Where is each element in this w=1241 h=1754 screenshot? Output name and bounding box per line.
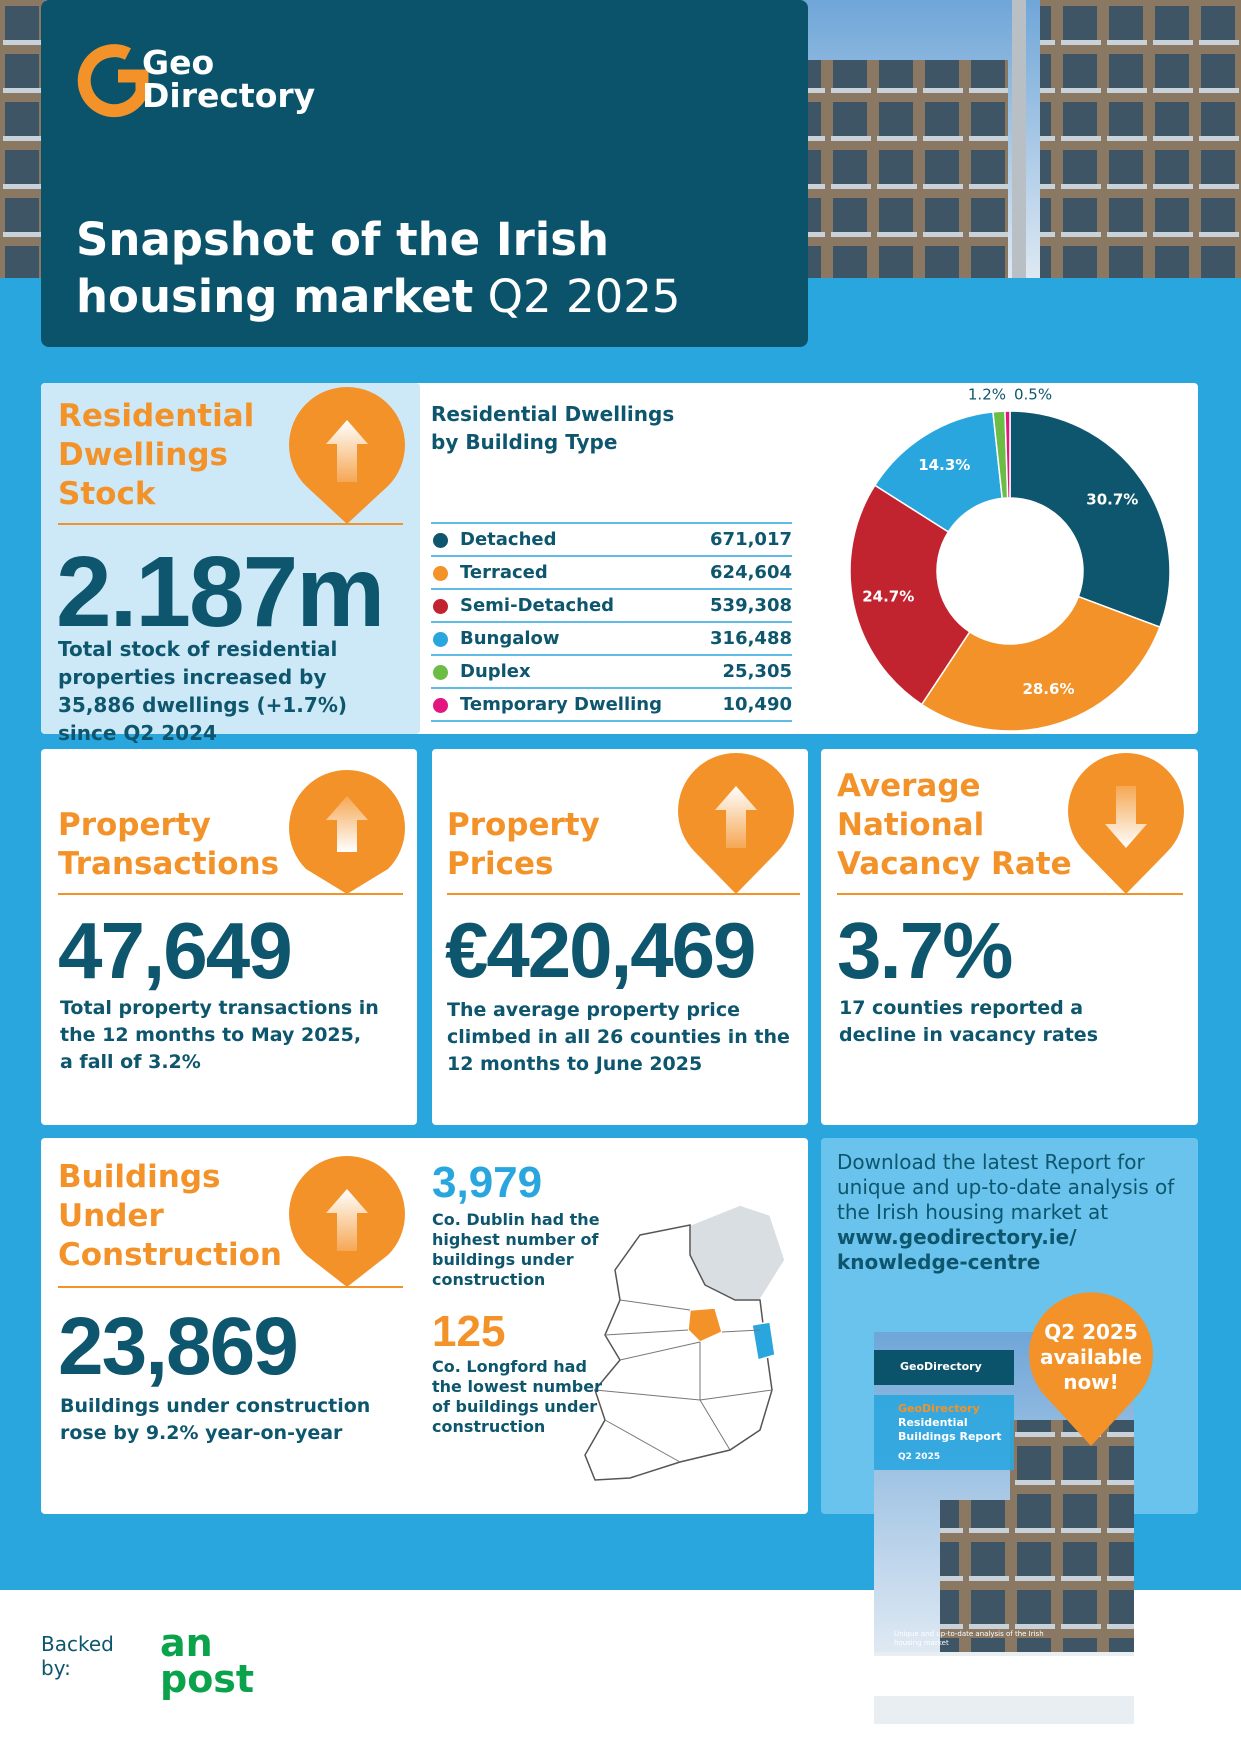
description: 17 counties reported a decline in vacanc… — [839, 997, 1099, 1046]
heading: Average National Vacancy Rate — [837, 767, 1072, 884]
stat-value: 23,869 — [58, 1301, 299, 1392]
logo-text: Geo — [142, 43, 215, 82]
stat-value: €420,469 — [445, 906, 756, 994]
description: Total property transactions in the 12 mo… — [60, 997, 379, 1073]
county-value: 125 — [432, 1307, 506, 1356]
legend-label: Bungalow — [460, 628, 560, 649]
heading: Property Prices — [447, 806, 600, 884]
legend-dot — [433, 599, 448, 614]
heading-line: Residential — [58, 398, 255, 434]
legend-dot — [433, 665, 448, 680]
dwelling-count: 624,604 — [710, 562, 792, 583]
description: Buildings under construction rose by 9.2… — [60, 1395, 371, 1444]
link[interactable]: www.geodirectory.ie/ knowledge-centre — [837, 1225, 1077, 1274]
logo: Geo Directory — [142, 46, 315, 112]
legend-dot — [433, 698, 448, 713]
heading: Buildings Under Construction — [58, 1158, 282, 1275]
slice-label: 30.7% — [1086, 491, 1138, 509]
title: Snapshot of the Irish — [76, 213, 610, 266]
donut-slice — [849, 484, 971, 706]
legend-label: Semi-Detached — [460, 595, 615, 616]
legend-label: Temporary Dwelling — [460, 694, 662, 715]
title: housing market Q2 2025 — [76, 270, 681, 323]
rule — [837, 893, 1183, 895]
cover-title: GeoDirectory Residential Buildings Report… — [898, 1402, 1010, 1464]
badge: Q2 2025 available now! — [1029, 1320, 1153, 1395]
cover-logo: GeoDirectory — [900, 1360, 982, 1373]
legend-label: Detached — [460, 529, 557, 550]
logo-text: Directory — [142, 76, 316, 115]
download-text: Download the latest Report for unique an… — [837, 1150, 1182, 1275]
heading-line: Average — [837, 768, 981, 804]
rule — [58, 1286, 403, 1288]
heading-line: Construction — [58, 1237, 282, 1273]
legend-label: Terraced — [460, 562, 548, 583]
heading-line: Dwellings — [58, 437, 228, 473]
stat-value: 3.7% — [837, 906, 1013, 995]
slice-label: 28.6% — [1022, 680, 1074, 698]
heading: Residential Dwellings Stock — [58, 397, 254, 514]
heading-line: Prices — [447, 846, 554, 882]
legend-label: Duplex — [460, 661, 531, 682]
rule — [447, 893, 800, 895]
dwelling-count: 539,308 — [710, 595, 792, 616]
badge-line: available — [1040, 1345, 1142, 1369]
donut-slice — [1009, 410, 1171, 629]
period: Q2 2025 — [487, 270, 681, 323]
donut-chart: 30.7% 28.6% 24.7% 14.3% 1.2% 0.5% — [849, 386, 1171, 732]
heading-line: Buildings — [58, 1159, 221, 1195]
rule — [58, 523, 403, 525]
slice-label: 0.5% — [1014, 386, 1052, 404]
rule — [58, 893, 403, 895]
stat-value: 47,649 — [58, 906, 293, 995]
description: Total stock of residential properties in… — [58, 637, 347, 745]
title: housing market — [76, 270, 474, 323]
heading-line: National — [837, 807, 985, 843]
heading-line: Transactions — [58, 846, 280, 882]
donut-slice — [1004, 410, 1011, 499]
slice-label: 24.7% — [862, 588, 914, 606]
stat-value: 2.187m — [56, 536, 385, 648]
county-value: 3,979 — [432, 1158, 543, 1207]
partner-logo: an — [160, 1621, 213, 1665]
heading-line: Vacancy Rate — [837, 846, 1072, 882]
partner-logo: an post — [160, 1621, 255, 1701]
dwelling-count: 10,490 — [722, 694, 792, 715]
donut-slice — [920, 595, 1161, 732]
description: The average property price climbed in al… — [447, 999, 790, 1075]
dwelling-count: 316,488 — [710, 628, 792, 649]
badge-line: Q2 2025 — [1044, 1320, 1138, 1344]
slice-label: 14.3% — [918, 456, 970, 474]
county-text: Co. Longford had the lowest number of bu… — [432, 1357, 602, 1436]
partner-logo: post — [160, 1657, 255, 1701]
badge-line: now! — [1063, 1370, 1119, 1394]
cover-period: Q2 2025 — [898, 1452, 941, 1462]
download-text: Download the latest Report for unique an… — [837, 1150, 1175, 1224]
slice-label: 1.2% — [968, 386, 1006, 404]
chart-title: Residential Dwellings by Building Type — [431, 402, 675, 454]
county-text: Co. Dublin had the highest number of bui… — [432, 1210, 600, 1289]
heading-line: Under — [58, 1198, 164, 1234]
legend-dot — [433, 533, 448, 548]
legend-dot — [433, 566, 448, 581]
backed-by: Backed by: — [41, 1632, 114, 1680]
dwelling-count: 671,017 — [710, 529, 792, 550]
heading-line: Property — [58, 807, 211, 843]
heading-line: Stock — [58, 476, 156, 512]
heading: Property Transactions — [58, 806, 279, 884]
legend-dot — [433, 632, 448, 647]
cover-tagline: Unique and up-to-date analysis of the Ir… — [894, 1630, 1044, 1647]
dwelling-count: 25,305 — [722, 661, 792, 682]
cover-brand: GeoDirectory — [898, 1402, 980, 1415]
heading-line: Property — [447, 807, 600, 843]
cover-title: Residential Buildings Report — [898, 1416, 1002, 1443]
